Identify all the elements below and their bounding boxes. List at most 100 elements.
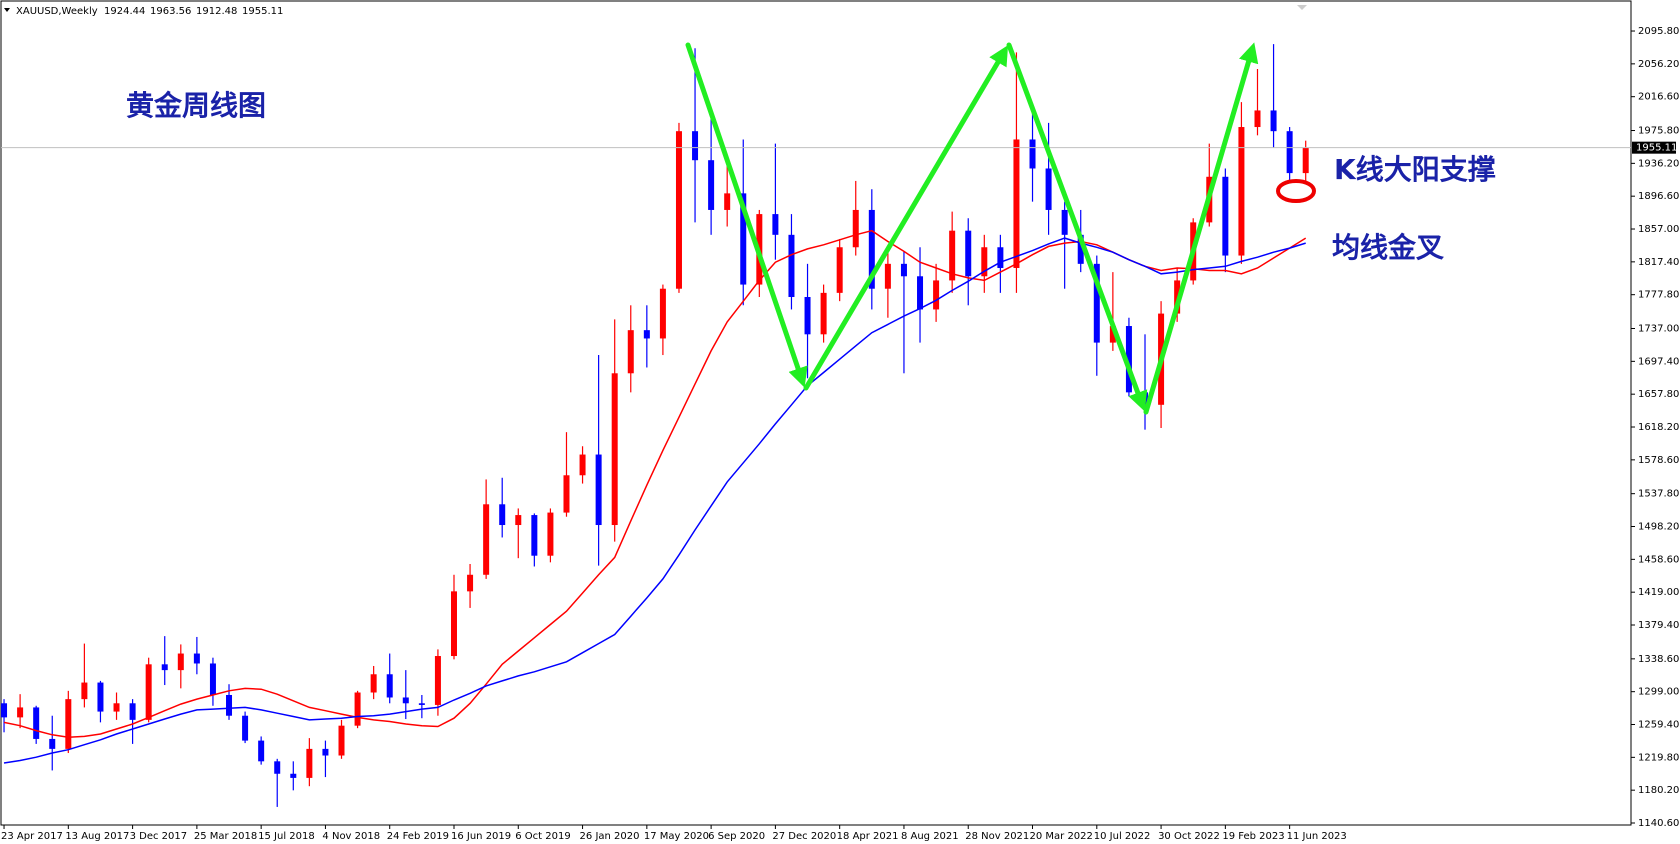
candle-body [900,263,907,277]
candle-body [113,703,120,712]
y-tick-label: 1857.00 [1638,224,1679,235]
arrow [1006,42,1148,412]
x-tick-label: 30 Oct 2022 [1158,831,1220,842]
candle-body [338,725,345,756]
header-low: 1912.48 [196,6,237,17]
y-tick-label: 1737.00 [1638,324,1679,335]
candle-body [1061,209,1068,235]
candle-body [226,694,233,716]
candle-body [145,664,152,720]
candle-body [1045,168,1052,210]
candle-body [65,699,72,749]
candle-body [450,591,457,657]
candle-body [708,160,715,210]
candle-body [772,214,779,235]
candle-body [788,234,795,298]
candle-body [547,512,554,556]
x-tick-label: 19 Feb 2023 [1222,831,1284,842]
candle-body [1109,326,1116,343]
y-tick-label: 1697.40 [1638,356,1679,367]
candle-body [1125,326,1132,393]
candle-body [17,707,24,718]
y-tick-label: 1379.40 [1638,620,1679,631]
candle-body [836,247,843,293]
x-tick-label: 15 Jul 2018 [258,831,315,842]
candle-body [643,330,650,339]
candle-body [1222,176,1229,256]
y-tick-label: 1777.80 [1638,290,1679,301]
candle-body [933,280,940,310]
header-high: 1963.56 [150,6,191,17]
candle-body [949,230,956,281]
y-tick-label: 1219.80 [1638,752,1679,763]
candle-body [1238,127,1245,256]
header-close: 1955.11 [242,6,283,17]
candle-body [1029,139,1036,169]
candle-body [306,748,313,778]
candle-body [515,515,522,526]
x-tick-label: 4 Nov 2018 [322,831,380,842]
x-tick-label: 24 Feb 2019 [387,831,449,842]
candle-body [884,263,891,289]
y-tick-label: 1578.60 [1638,455,1679,466]
x-tick-label: 3 Dec 2017 [130,831,188,842]
y-tick-label: 1299.00 [1638,687,1679,698]
y-tick-label: 1498.20 [1638,522,1679,533]
candle-body [483,504,490,575]
arrows [685,42,1259,415]
x-tick-label: 27 Dec 2020 [772,831,836,842]
shift-marker [1297,5,1307,10]
candle-body [274,761,281,774]
x-tick-label: 23 Apr 2017 [1,831,63,842]
plot-frame [0,0,1632,826]
header-open: 1924.44 [104,6,145,17]
candle-body [1013,139,1020,268]
candle-body [1302,147,1309,174]
candle-body [402,697,409,704]
candle-body [1,703,8,718]
y-tick-label: 1537.80 [1638,489,1679,500]
candle-body [242,715,249,741]
candle-body [965,230,972,277]
plot: 2095.80 2056.20 2016.60 1975.80 1936.20 1896.… [1,26,1679,842]
candle-body [33,707,40,739]
candle-body [675,131,682,289]
y-tick-label: 1140.60 [1638,818,1679,829]
candle-body [804,297,811,335]
chart-title: 黄金周线图 [126,89,266,122]
candle-body [467,574,474,592]
candle-body [868,209,875,289]
candle-body [1093,263,1100,343]
price-box [1632,141,1676,154]
y-tick-label: 2095.80 [1638,26,1679,37]
x-tick-label: 10 Jul 2022 [1094,831,1151,842]
candle-body [659,288,666,339]
candle-body [499,504,506,526]
y-tick-label: 1936.20 [1638,158,1679,169]
x-tick-label: 18 Apr 2021 [837,831,899,842]
x-tick-label: 13 Aug 2017 [65,831,129,842]
candle-body [209,663,216,695]
candle-body [595,454,602,526]
candle-body [418,703,425,705]
y-tick-label: 1657.80 [1638,389,1679,400]
x-tick-label: 11 Jun 2023 [1287,831,1347,842]
candle-body [1077,234,1084,264]
arrow [1143,42,1259,415]
candle-body [1286,131,1293,174]
candle-body [177,653,184,671]
y-tick-label: 1259.40 [1638,720,1679,731]
y-tick-label: 1180.20 [1638,785,1679,796]
candle-body [917,276,924,310]
y-tick-label: 1896.60 [1638,191,1679,202]
candle-body [161,664,168,671]
candle-body [97,682,104,712]
candle-body [193,653,200,664]
candle-body [1254,110,1261,128]
price-label: 1955.11 [1636,143,1677,154]
arrow [803,45,1009,391]
y-tick-label: 1458.60 [1638,554,1679,565]
x-tick-label: 17 May 2020 [644,831,709,842]
x-tick-label: 6 Oct 2019 [515,831,570,842]
